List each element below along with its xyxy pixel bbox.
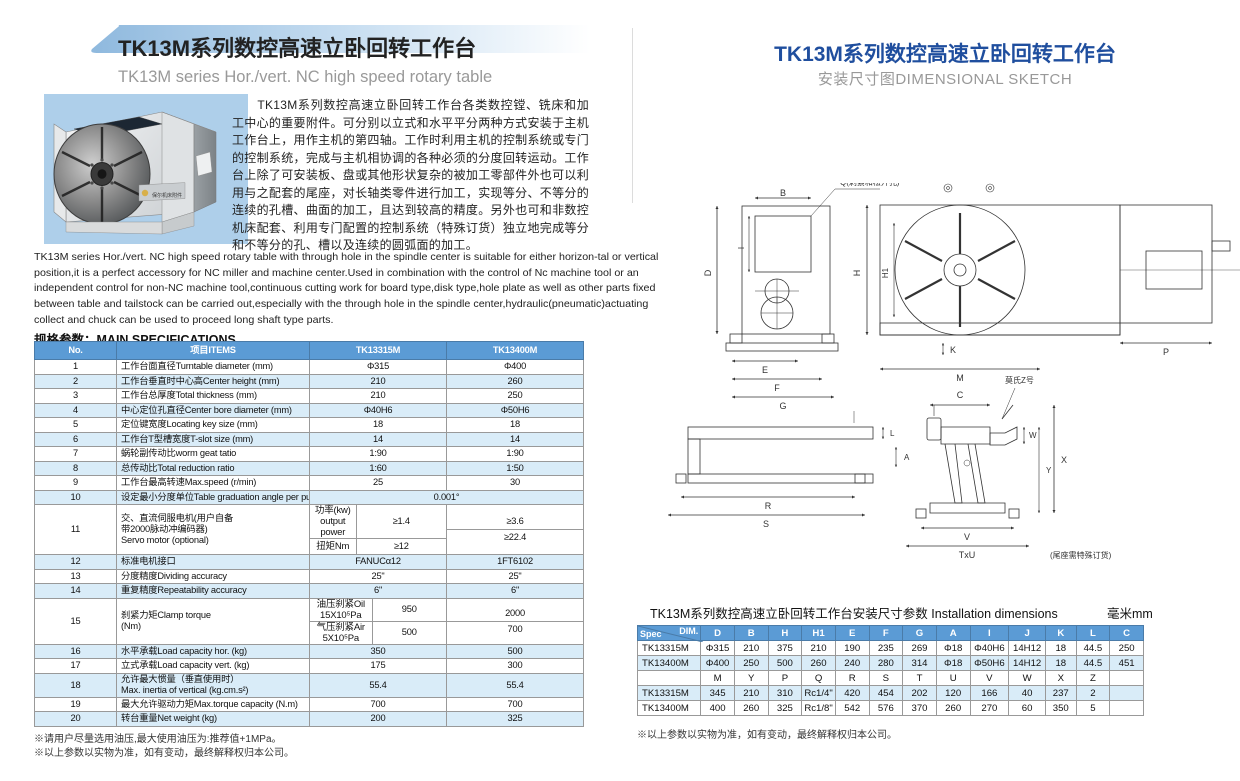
svg-text:Q(剁紧和松开孔): Q(剁紧和松开孔) (840, 183, 900, 187)
svg-text:V: V (964, 532, 970, 542)
svg-text:R: R (765, 501, 772, 511)
svg-text:I: I (737, 247, 746, 249)
svg-text:K: K (950, 345, 956, 355)
svg-text:G: G (779, 401, 786, 411)
svg-text:P: P (1163, 347, 1169, 357)
svg-text:E: E (762, 365, 768, 375)
svg-text:S: S (763, 519, 769, 529)
svg-text:保尔机床附件: 保尔机床附件 (152, 192, 182, 199)
svg-text:TxU: TxU (959, 550, 976, 560)
svg-text:L: L (890, 429, 895, 438)
svg-text:B: B (780, 188, 786, 198)
svg-text:H1: H1 (881, 267, 890, 278)
svg-text:W: W (1029, 431, 1037, 440)
svg-text:A: A (904, 453, 910, 462)
svg-text:H: H (852, 270, 862, 277)
svg-text:Y: Y (1046, 466, 1052, 475)
svg-text:M: M (956, 373, 964, 383)
svg-text:C: C (957, 390, 964, 400)
svg-text:D: D (703, 269, 713, 276)
svg-text:F: F (774, 383, 780, 393)
svg-text:莫氏Z号: 莫氏Z号 (1005, 375, 1034, 385)
svg-text:(尾座需特殊订货): (尾座需特殊订货) (1050, 550, 1112, 560)
svg-text:X: X (1061, 455, 1067, 465)
